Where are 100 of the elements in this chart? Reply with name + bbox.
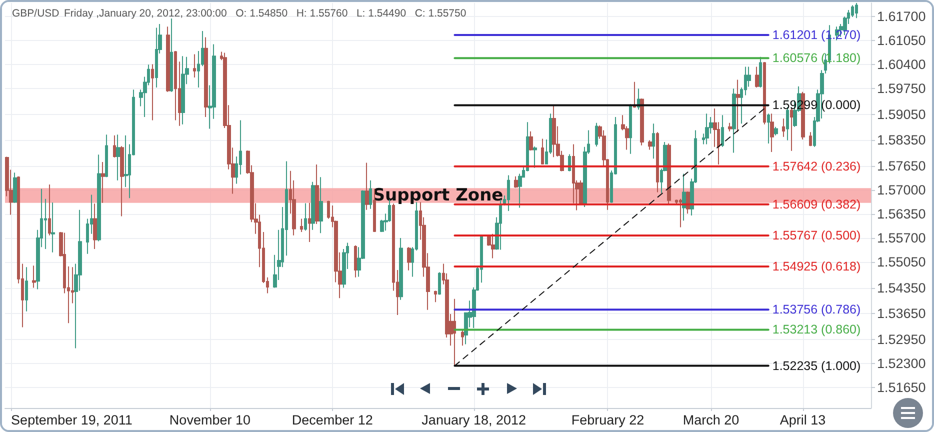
y-tick-label: 1.61050 (877, 33, 926, 48)
candlestick (529, 130, 533, 152)
candlestick (311, 181, 315, 230)
series-label: 1.54925 (0.618) (772, 260, 861, 274)
x-tick-label: April 13 (780, 412, 826, 428)
y-tick-label: 1.53650 (877, 306, 926, 322)
candlestick (755, 66, 759, 88)
candlestick (438, 272, 441, 296)
candlestick (774, 126, 778, 136)
candlestick (48, 184, 51, 236)
series-label: 1.53756 (0.786) (772, 302, 861, 317)
x-tick-label: January 18, 2012 (422, 412, 526, 428)
y-tick-label: 1.52950 (877, 332, 926, 347)
y-tick-label: 1.60400 (877, 57, 926, 72)
candlestick (682, 173, 686, 222)
candlestick (204, 36, 208, 118)
series-label: 1.56609 (0.382) (772, 197, 861, 212)
candlestick (399, 237, 403, 300)
x-tick-label: February 22 (571, 412, 644, 428)
x-tick-label: December 12 (292, 412, 373, 428)
candlestick (193, 54, 196, 78)
candlestick (533, 146, 537, 168)
x-tick-label: March 20 (682, 412, 740, 428)
candlestick (736, 79, 740, 133)
candlestick (369, 180, 372, 210)
candlestick (491, 233, 495, 259)
candlestick (453, 298, 456, 366)
candlestick (365, 162, 369, 210)
candlestick (770, 113, 774, 153)
candlestick (640, 98, 644, 146)
candlestick (767, 113, 770, 144)
candlestick (181, 56, 185, 125)
candlestick (93, 203, 97, 250)
candlestick (652, 123, 655, 160)
candlestick (170, 18, 173, 92)
candlestick (705, 113, 709, 145)
candlestick (151, 64, 154, 121)
candlestick (354, 244, 357, 278)
y-tick-label: 1.51650 (877, 380, 926, 395)
candlestick (373, 188, 376, 233)
candlestick (13, 172, 17, 204)
y-tick-label: 1.57650 (877, 158, 926, 174)
candlestick (541, 138, 544, 166)
candlestick (101, 161, 105, 204)
candlestick (120, 146, 124, 217)
candlestick (308, 202, 311, 243)
candlestick (790, 108, 793, 152)
candlestick (315, 164, 319, 224)
series-label: 1.57642 (0.236) (772, 159, 861, 174)
candlestick (679, 198, 682, 228)
candlestick (648, 140, 652, 150)
candlestick (499, 199, 502, 250)
series-label: 1.53213 (0.860) (772, 322, 861, 337)
candlestick (319, 176, 323, 234)
candlestick (728, 122, 732, 132)
candlestick (629, 104, 632, 154)
candlestick (434, 290, 437, 303)
y-tick-label: 1.59750 (877, 81, 926, 96)
candlestick (595, 122, 598, 147)
candlestick (97, 154, 101, 242)
series-label: 1.52235 (1.000) (772, 358, 861, 373)
candlestick (763, 62, 766, 125)
candlestick (166, 26, 170, 92)
candlestick (514, 176, 518, 188)
candlestick (51, 202, 55, 253)
candlestick (656, 132, 659, 193)
candlestick (855, 2, 858, 19)
candlestick (667, 143, 671, 205)
candlestick (304, 202, 307, 232)
y-tick-label: 1.54350 (877, 280, 926, 296)
y-tick-label: 1.59050 (877, 106, 926, 122)
y-tick-label: 1.55050 (877, 254, 926, 270)
y-tick-label: 1.55700 (877, 230, 926, 246)
candlestick (552, 104, 556, 158)
candlestick (461, 328, 464, 346)
candlestick (721, 114, 724, 148)
candlestick (507, 174, 510, 212)
candlestick (809, 132, 812, 147)
candlestick (633, 81, 636, 108)
y-tick-label: 1.56350 (877, 206, 926, 222)
chart-title: GBP/USD (12, 8, 60, 20)
candlestick (407, 246, 411, 271)
y-tick-label: 1.61700 (877, 9, 926, 24)
chart-subtitle: Friday ,January 20, 2012, 23:00:00 O: 1.54850 H: 1.55760 L: 1.54490 C: 1.55750 (64, 8, 466, 20)
candlestick (105, 134, 108, 178)
candlestick (759, 56, 762, 88)
candlestick (155, 27, 158, 88)
x-tick-label: September 19, 2011 (11, 412, 132, 428)
y-tick-label: 1.58350 (877, 132, 926, 148)
candlestick (25, 266, 28, 312)
series-label: 1.55767 (0.500) (772, 228, 861, 242)
x-tick-label: November 10 (169, 412, 250, 428)
band-label: Support Zone (372, 186, 504, 206)
candlestick (116, 134, 120, 181)
candlestick (300, 218, 303, 233)
candlestick (113, 134, 116, 158)
candlestick (782, 118, 785, 138)
candlestick (732, 88, 736, 154)
y-tick-label: 1.57000 (877, 182, 926, 198)
candlestick (32, 265, 36, 288)
